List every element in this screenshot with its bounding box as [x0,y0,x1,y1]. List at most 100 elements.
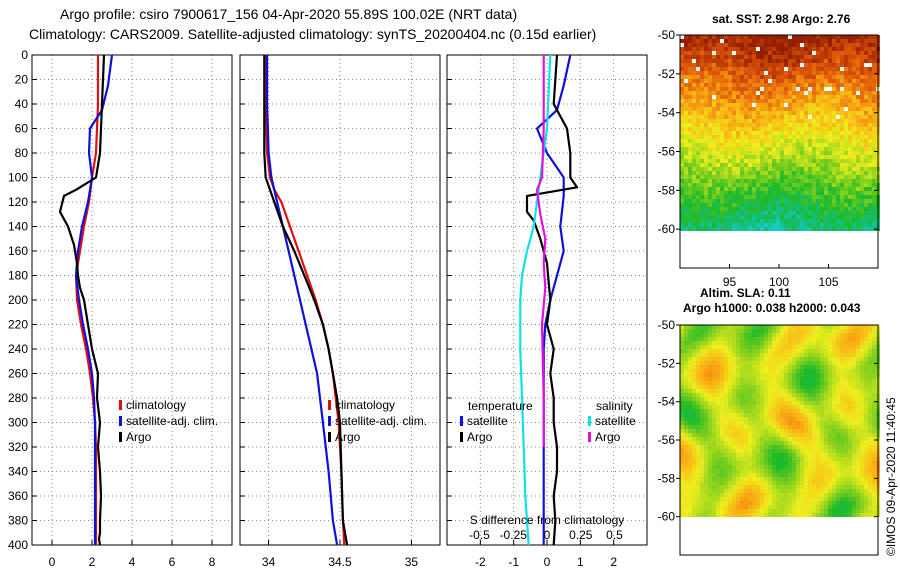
heat-cell [696,401,700,405]
heat-cell [744,453,748,457]
heat-cell [756,151,760,155]
heat-cell [788,139,792,143]
heat-cell [784,389,788,393]
heat-cell [692,83,696,87]
heat-cell [688,219,692,223]
heat-cell [784,155,788,159]
heat-cell [692,421,696,425]
heat-cell [760,501,764,505]
heat-cell [744,497,748,501]
heat-cell [716,203,720,207]
heat-cell [704,207,708,211]
heat-cell [780,67,784,71]
heat-cell [856,485,860,489]
heat-cell [760,381,764,385]
heat-cell [768,215,772,219]
heat-cell [852,393,856,397]
heat-cell [708,477,712,481]
heat-cell [828,477,832,481]
heat-cell [828,175,832,179]
heat-cell [688,179,692,183]
heat-cell [744,429,748,433]
heat-cell [740,135,744,139]
heat-cell [796,413,800,417]
heat-cell [684,219,688,223]
heat-cell [836,215,840,219]
heat-cell [824,67,828,71]
heat-cell [732,341,736,345]
heat-cell [728,381,732,385]
heat-cell [740,477,744,481]
heat-cell [848,131,852,135]
heat-cell [736,95,740,99]
heat-cell [784,75,788,79]
heat-cell [872,489,876,493]
heat-cell [764,219,768,223]
heat-cell [856,441,860,445]
heat-cell [720,401,724,405]
heat-cell [692,369,696,373]
heat-cell [812,397,816,401]
heat-cell [748,465,752,469]
heat-cell [804,187,808,191]
heat-cell [724,405,728,409]
heat-cell [868,377,872,381]
heat-cell [740,453,744,457]
heat-cell [852,429,856,433]
heat-cell [868,357,872,361]
heat-cell [776,457,780,461]
heat-cell [800,361,804,365]
heat-cell [792,59,796,63]
heat-cell [692,179,696,183]
heat-cell [784,179,788,183]
heat-cell [756,425,760,429]
heat-cell [728,211,732,215]
heat-cell [764,413,768,417]
heat-cell [800,87,804,91]
heat-cell [752,441,756,445]
heat-cell [744,171,748,175]
heat-cell [848,115,852,119]
heat-cell [828,39,832,43]
heat-cell [856,481,860,485]
heat-cell [824,167,828,171]
heat-cell [848,103,852,107]
heat-cell [872,211,876,215]
heat-cell [764,99,768,103]
heat-cell [808,75,812,79]
heat-cell [740,485,744,489]
heat-cell [704,191,708,195]
heat-cell [760,417,764,421]
heat-cell [780,35,784,39]
heat-cell [760,465,764,469]
heat-cell [720,341,724,345]
heat-cell [744,409,748,413]
y-tick-label: 400 [8,538,28,552]
heat-cell [836,409,840,413]
heat-cell [732,51,736,55]
heat-cell [764,227,768,231]
heat-cell [696,397,700,401]
heat-cell [712,175,716,179]
heat-cell [860,99,864,103]
heat-cell [756,175,760,179]
heat-cell [688,139,692,143]
heat-cell [832,341,836,345]
heat-cell [796,191,800,195]
heat-cell [752,497,756,501]
heat-cell [716,223,720,227]
heat-cell [824,107,828,111]
heat-cell [728,449,732,453]
heat-cell [840,47,844,51]
heat-cell [720,425,724,429]
heat-cell [824,361,828,365]
heat-cell [864,119,868,123]
heat-cell [696,457,700,461]
heat-cell [856,123,860,127]
heat-cell [696,147,700,151]
heat-cell [728,413,732,417]
heat-cell [840,389,844,393]
heat-cell [696,87,700,91]
heat-cell [744,485,748,489]
heat-cell [800,381,804,385]
